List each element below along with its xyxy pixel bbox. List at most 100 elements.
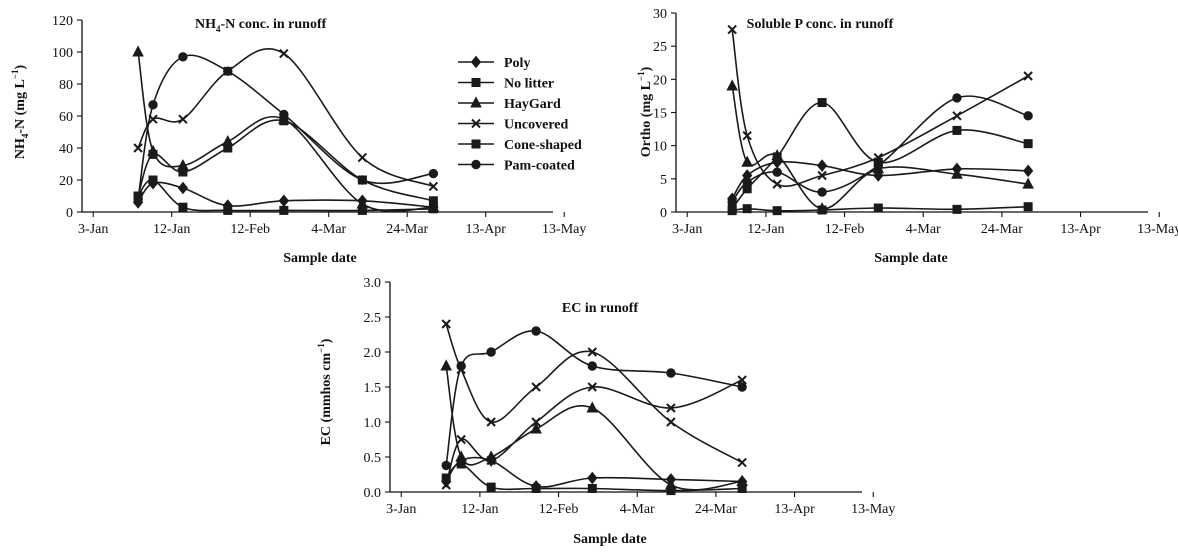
data-point-no-litter — [148, 175, 158, 185]
data-point-haygard — [440, 359, 453, 371]
legend-item-no-litter: No litter — [458, 77, 554, 92]
x-tick-label: 24-Mar — [386, 222, 428, 237]
data-point-no-litter — [531, 484, 541, 493]
data-point-haygard — [736, 474, 748, 486]
data-point-poly — [587, 471, 598, 485]
y-tick-label: 0 — [660, 206, 667, 221]
data-point-uncovered — [1023, 71, 1033, 81]
series-cone-shaped — [441, 375, 747, 490]
series-line-pam-coated — [137, 54, 434, 200]
data-point-haygard — [586, 401, 599, 413]
chart-title: Soluble P conc. in runoff — [747, 17, 894, 32]
data-point-cone-shaped — [486, 455, 496, 466]
x-tick-label: 13-May — [542, 222, 586, 237]
legend-item-haygard: HayGard — [458, 96, 561, 112]
y-tick-label: 2.5 — [364, 311, 382, 326]
data-point-uncovered — [279, 48, 289, 59]
x-tick-label: 13-Apr — [774, 502, 815, 517]
data-point-cone-shaped — [952, 125, 962, 135]
data-point-cone-shaped — [428, 196, 438, 206]
x-axis-title: Sample date — [283, 251, 357, 266]
y-tick-label: 60 — [59, 110, 73, 125]
data-point-uncovered — [742, 131, 752, 141]
data-point-uncovered — [441, 319, 451, 329]
data-point-cone-shaped — [666, 403, 676, 413]
series-line-haygard — [731, 85, 1029, 210]
x-tick-label: 13-Apr — [465, 222, 506, 237]
data-point-uncovered — [428, 181, 439, 192]
x-tick-label: 12-Feb — [825, 222, 865, 237]
x-tick-label: 4-Mar — [906, 222, 941, 237]
data-point-haygard — [816, 202, 828, 214]
data-point-cone-shaped — [531, 417, 541, 427]
data-point-pam-coated — [727, 197, 737, 207]
legend-marker — [470, 55, 482, 69]
y-tick-label: 10 — [653, 140, 667, 155]
data-point-pam-coated — [587, 361, 597, 371]
legend-marker — [471, 159, 481, 170]
svg-text:EC (mmhos cm−1): EC (mmhos cm−1) — [316, 338, 334, 445]
data-point-no-litter — [742, 204, 752, 214]
data-point-uncovered — [133, 143, 143, 153]
x-tick-label: 4-Mar — [620, 502, 655, 517]
chart-ec: EC in runoff Sample date EC (mmhos cm−1)… — [316, 276, 895, 547]
x-tick-label: 24-Mar — [695, 502, 737, 517]
y-tick-label: 80 — [59, 78, 73, 93]
data-point-cone-shaped — [737, 375, 747, 385]
y-axis-title: EC (mmhos cm−1) — [316, 338, 334, 445]
data-point-haygard — [455, 450, 468, 462]
data-point-no-litter — [486, 482, 496, 492]
x-tick-label: 12-Jan — [153, 222, 190, 237]
data-point-haygard — [741, 155, 754, 167]
data-point-uncovered — [952, 111, 962, 121]
data-point-no-litter — [223, 205, 233, 215]
data-point-no-litter — [772, 206, 782, 216]
y-tick-label: 0.0 — [364, 486, 382, 501]
x-tick-label: 12-Jan — [747, 222, 784, 237]
x-tick-label: 3-Jan — [78, 222, 108, 237]
legend-marker — [471, 118, 481, 129]
y-tick-label: 120 — [52, 14, 73, 29]
data-point-pam-coated — [952, 93, 962, 103]
data-point-no-litter — [1023, 202, 1033, 212]
x-tick-label: 24-Mar — [981, 222, 1023, 237]
data-point-pam-coated — [279, 109, 289, 120]
data-point-pam-coated — [742, 177, 752, 187]
legend-item-cone-shaped: Cone-shaped — [458, 138, 582, 153]
data-point-poly — [177, 181, 189, 195]
data-point-pam-coated — [441, 460, 451, 471]
series-pam-coated — [133, 52, 439, 204]
data-point-uncovered — [772, 179, 782, 189]
data-point-poly — [1022, 164, 1034, 178]
y-tick-label: 0.5 — [364, 451, 382, 466]
x-axis-title: Sample date — [874, 251, 948, 266]
series-no-litter — [727, 202, 1033, 216]
series-cone-shaped — [727, 98, 1033, 214]
x-tick-label: 12-Jan — [461, 502, 498, 517]
x-tick-label: 12-Feb — [230, 222, 270, 237]
y-tick-label: 1.0 — [364, 416, 382, 431]
data-point-cone-shaped — [148, 149, 158, 159]
data-point-pam-coated — [456, 361, 466, 371]
data-point-no-litter — [279, 205, 289, 215]
y-tick-label: 15 — [653, 107, 667, 122]
series-uncovered — [441, 319, 747, 468]
y-tick-label: 0 — [66, 206, 73, 221]
data-point-cone-shaped — [772, 152, 782, 162]
x-tick-label: 13-May — [851, 502, 895, 517]
x-tick-label: 3-Jan — [672, 222, 702, 237]
y-tick-label: 5 — [660, 173, 667, 188]
data-point-haygard — [1022, 177, 1034, 189]
data-point-cone-shaped — [178, 167, 188, 177]
legend-label: Poly — [504, 56, 530, 71]
legend-label: Cone-shaped — [504, 138, 582, 153]
svg-text:Ortho (mg L−1): Ortho (mg L−1) — [636, 66, 654, 157]
data-point-cone-shaped — [441, 480, 451, 490]
data-point-cone-shaped — [223, 143, 233, 153]
data-point-haygard — [726, 79, 739, 91]
data-point-haygard — [132, 45, 144, 57]
data-point-uncovered — [486, 417, 496, 427]
series-haygard — [726, 79, 1034, 214]
data-point-pam-coated — [357, 175, 368, 185]
